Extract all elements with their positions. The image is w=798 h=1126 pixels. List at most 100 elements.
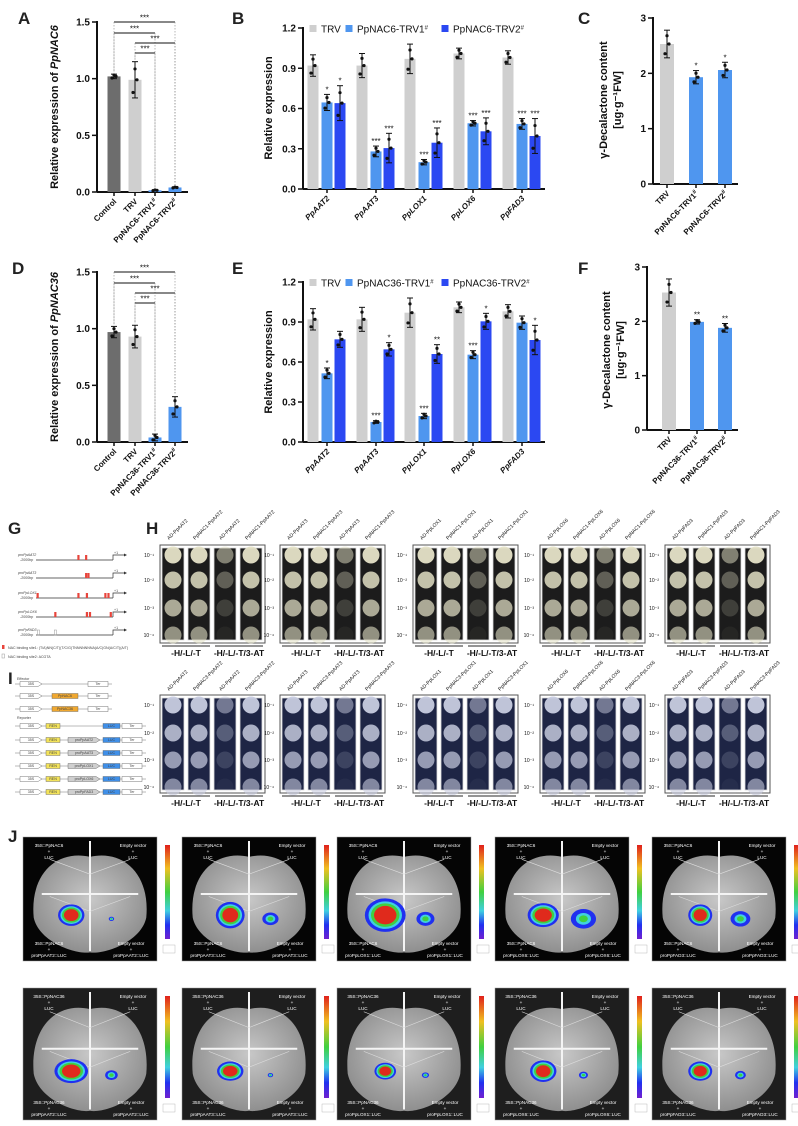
dilution-label: 10⁻¹ xyxy=(397,703,407,709)
data-point xyxy=(459,51,463,56)
target-promoter xyxy=(67,737,101,743)
leaf-label: Empty vector xyxy=(590,941,617,946)
yeast-colony xyxy=(747,696,765,714)
significance-label: * xyxy=(325,359,328,368)
data-point xyxy=(313,63,317,68)
leaf-label: proPpLOX1::LUC xyxy=(345,1112,381,1117)
yeast-colony xyxy=(336,778,354,796)
terminator xyxy=(121,776,143,782)
data-point xyxy=(362,63,366,68)
yeast-colony xyxy=(570,571,588,589)
leaf-label: Empty vector xyxy=(434,843,461,848)
construct-part-label: LUC xyxy=(108,790,116,794)
data-point xyxy=(723,323,727,327)
significance-label: *** xyxy=(481,109,490,118)
promoter-length: -2000bp xyxy=(20,558,33,562)
ren-gene xyxy=(45,737,61,743)
leaf-label: LUC xyxy=(673,855,683,860)
promoter-name: proPpLOX1 xyxy=(17,591,37,595)
yeast-colony xyxy=(336,724,354,742)
yeast-colony xyxy=(242,571,260,589)
luminescence-signal xyxy=(110,918,113,920)
leaf-vein xyxy=(561,1011,603,1028)
leaf-label: + xyxy=(48,947,51,952)
data-point xyxy=(323,375,327,379)
data-point xyxy=(533,123,537,128)
leaf-label: 35S::PpNAC36 xyxy=(505,994,537,999)
leaf-label: Empty vector xyxy=(277,1100,304,1105)
yeast-colony xyxy=(596,778,614,796)
leaf-vein xyxy=(678,896,720,912)
panel-label-b: B xyxy=(232,9,244,28)
leaf-label: LUC xyxy=(358,1006,368,1011)
dilution-label: 10⁻¹ xyxy=(649,703,659,709)
data-point xyxy=(340,101,344,105)
promoter-name: proPpLOX6 xyxy=(17,610,37,614)
target-promoter xyxy=(67,776,101,782)
bar xyxy=(418,416,430,442)
data-point xyxy=(133,67,137,71)
data-point xyxy=(410,57,414,61)
leaf-label: 35S::PpNAC6 xyxy=(664,843,693,848)
yeast-colony xyxy=(310,546,328,564)
luminescence-signal xyxy=(379,1066,392,1076)
bar xyxy=(529,340,541,442)
yeast-colony xyxy=(495,778,513,796)
scale-info-box xyxy=(162,944,176,954)
bar xyxy=(383,349,395,442)
data-point xyxy=(311,57,315,61)
media-label: -H/-L/-T/3-AT xyxy=(719,648,770,658)
y-tick-label: 0.0 xyxy=(76,188,90,199)
leaf-vein xyxy=(521,859,563,875)
leaf-label: proPpLOX6::LUC xyxy=(585,1112,621,1117)
lane-label: AD-PpFAD3 xyxy=(671,518,695,542)
color-scale-bar xyxy=(479,845,484,939)
leaf-vein xyxy=(363,859,405,875)
significance-label: *** xyxy=(384,124,393,133)
data-point xyxy=(338,332,342,337)
panel-label-c: C xyxy=(578,9,590,28)
bar xyxy=(718,70,732,184)
y-tick-label: 0.6 xyxy=(282,358,296,369)
yeast-colony xyxy=(469,724,487,742)
yeast-colony xyxy=(190,626,208,644)
legend-swatch xyxy=(309,279,317,286)
dilution-label: 10⁻² xyxy=(144,731,154,737)
leaf-label: Empty vector xyxy=(120,843,147,848)
yeast-colony xyxy=(695,546,713,564)
data-point xyxy=(433,358,437,363)
yeast-colony xyxy=(721,546,739,564)
media-label: -H/-L/-T/3-AT xyxy=(594,648,645,658)
leaf-label: proPpAAT3::LUC xyxy=(272,953,308,958)
leaf-label: 35S::PpNAC6 xyxy=(194,843,223,848)
yeast-colony xyxy=(417,724,435,742)
data-point xyxy=(309,71,313,75)
luminescence-signal xyxy=(62,1064,81,1078)
nac-site2-marker xyxy=(54,629,57,636)
lane-label: PpNAC1-PpFAD3 xyxy=(749,509,781,541)
significance-label: *** xyxy=(517,110,526,119)
data-point xyxy=(110,76,114,80)
leaf-label: Empty vector xyxy=(590,1100,617,1105)
dilution-label: 10⁻⁴ xyxy=(649,633,659,639)
tss-label: +1 xyxy=(114,569,118,573)
promoter-35s xyxy=(19,706,43,712)
yeast-colony xyxy=(469,696,487,714)
panel-label-j: J xyxy=(8,827,17,846)
construct-part-label: Ter xyxy=(130,724,136,728)
leaf-label: + xyxy=(289,947,292,952)
yeast-colony xyxy=(544,599,562,617)
construct-part-label: proPpLOX1 xyxy=(75,764,94,768)
scale-info-box xyxy=(162,1103,176,1113)
y-tick-label: 0 xyxy=(634,426,640,437)
luminescence-signal xyxy=(579,915,588,923)
media-label: -H/-L/-T xyxy=(291,648,322,658)
yeast-colony xyxy=(242,751,260,769)
y-tick-label: 1.2 xyxy=(282,24,296,35)
data-point xyxy=(469,355,473,360)
x-tick-label: PpLOX1 xyxy=(400,194,429,223)
leaf-label: proPpAAT2::LUC xyxy=(31,953,67,958)
media-label: -H/-L/-T/3-AT xyxy=(594,798,645,808)
ren-gene xyxy=(45,789,61,795)
